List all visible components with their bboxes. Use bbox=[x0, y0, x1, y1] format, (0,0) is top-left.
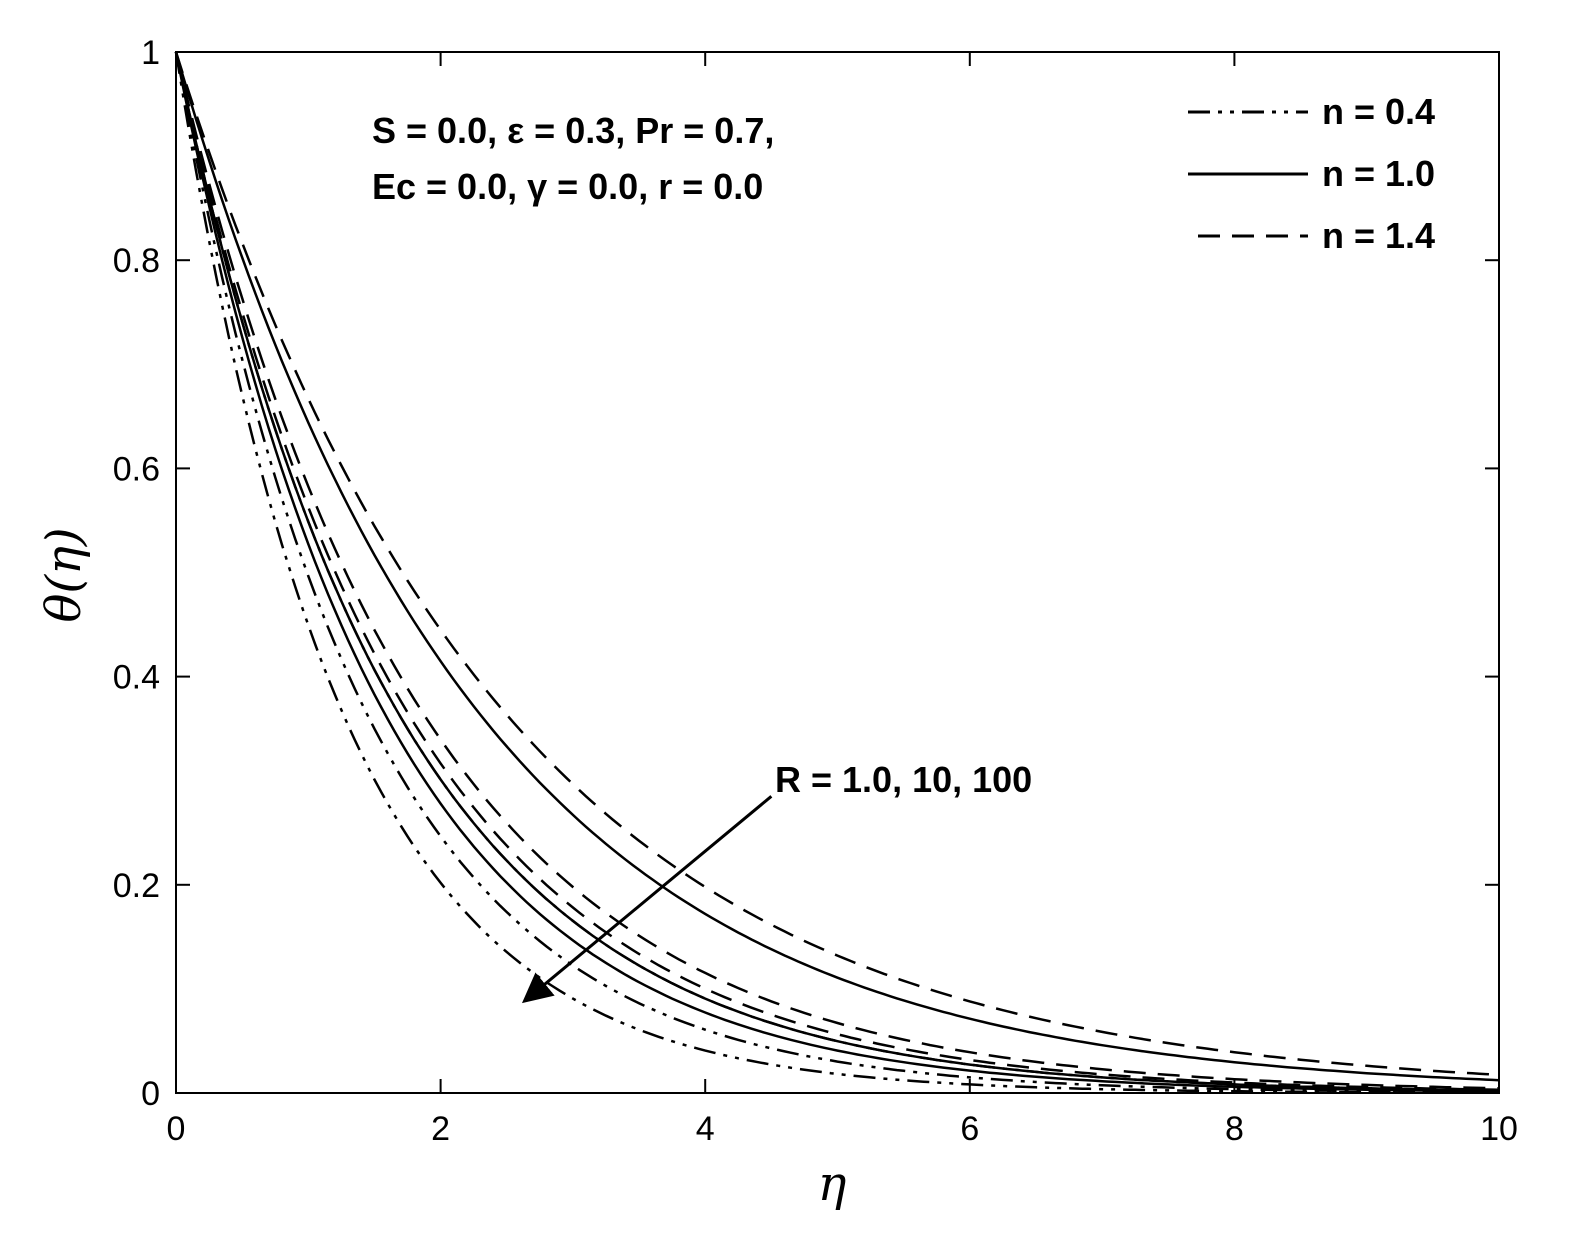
y-axis-label: θ(η) bbox=[36, 527, 92, 622]
series-line-3 bbox=[174, 51, 1500, 1082]
ticks bbox=[175, 51, 1500, 1094]
legend-label: n = 0.4 bbox=[1322, 91, 1435, 132]
x-tick-labels: 0 2 4 6 8 10 bbox=[167, 1110, 1518, 1148]
y-tick-label: 1 bbox=[141, 34, 160, 72]
x-tick-label: 8 bbox=[1225, 1110, 1244, 1148]
y-tick-label: 0 bbox=[141, 1075, 160, 1113]
y-tick-label: 0.2 bbox=[113, 867, 160, 905]
r-arrow-line bbox=[521, 795, 773, 1004]
y-tick-label: 0.8 bbox=[113, 242, 160, 280]
series-line-2 bbox=[174, 51, 1500, 1094]
legend-label: n = 1.0 bbox=[1322, 153, 1435, 194]
x-axis-label: η bbox=[818, 1156, 847, 1212]
series-line-4 bbox=[174, 51, 1500, 1092]
series-line-6 bbox=[174, 51, 1500, 1077]
y-tick-label: 0.6 bbox=[113, 450, 160, 488]
series-line-8 bbox=[174, 51, 1500, 1091]
legend: n = 0.4 n = 1.0 n = 1.4 bbox=[1188, 91, 1435, 256]
y-tick-labels: 0 0.2 0.4 0.6 0.8 1 bbox=[113, 34, 160, 1113]
series-line-7 bbox=[174, 51, 1500, 1090]
params-annotation: S = 0.0, ε = 0.3, Pr = 0.7, Ec = 0.0, γ … bbox=[372, 110, 774, 207]
x-tick-label: 6 bbox=[960, 1110, 979, 1148]
plot-area bbox=[176, 52, 1499, 1093]
params-line-2: Ec = 0.0, γ = 0.0, r = 0.0 bbox=[372, 166, 763, 207]
r-annotation: R = 1.0, 10, 100 bbox=[775, 759, 1032, 800]
plot-frame bbox=[175, 51, 1500, 1094]
curves bbox=[174, 51, 1500, 1094]
x-tick-label: 4 bbox=[696, 1110, 715, 1148]
x-tick-label: 0 bbox=[167, 1110, 186, 1148]
series-line-5 bbox=[174, 51, 1500, 1093]
x-tick-label: 2 bbox=[431, 1110, 450, 1148]
y-tick-label: 0.4 bbox=[113, 659, 160, 697]
x-tick-label: 10 bbox=[1480, 1110, 1518, 1148]
r-arrow bbox=[521, 795, 773, 1004]
params-line-1: S = 0.0, ε = 0.3, Pr = 0.7, bbox=[372, 110, 774, 151]
series-line-1 bbox=[174, 51, 1500, 1094]
legend-label: n = 1.4 bbox=[1322, 215, 1435, 256]
